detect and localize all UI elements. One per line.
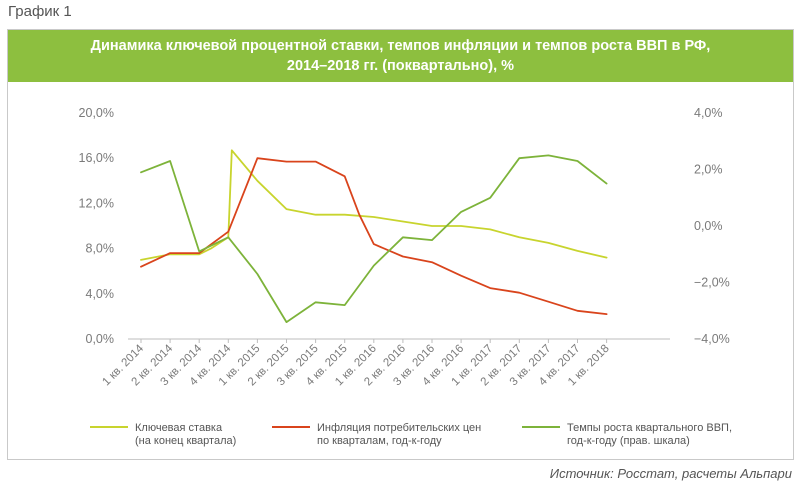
y-right-tick-label: −4,0%: [694, 332, 730, 346]
y-right-tick-label: 0,0%: [694, 219, 723, 233]
series-line-2: [140, 157, 608, 316]
y-right-tick-label: 2,0%: [694, 163, 723, 177]
y-left-tick-label: 16,0%: [79, 151, 114, 165]
legend-label: по кварталам, год-к-году: [317, 435, 442, 447]
chart-subtitle: 2014–2018 гг. (поквартально), %: [286, 58, 515, 74]
legend-label: Инфляция потребительских цен: [317, 422, 481, 434]
y-left-tick-label: 8,0%: [86, 242, 115, 256]
legend-label: Темпы роста квартального ВВП,: [567, 422, 732, 434]
y-left-tick-label: 20,0%: [79, 106, 114, 120]
y-right-tick-label: 4,0%: [694, 106, 723, 120]
chart-title: Динамика ключевой процентной ставки, тем…: [90, 38, 711, 54]
series-line-1: [140, 149, 608, 261]
y-left-tick-label: 4,0%: [86, 287, 115, 301]
y-right-tick-label: −2,0%: [694, 276, 730, 290]
chart-frame: Динамика ключевой процентной ставки, тем…: [7, 29, 794, 460]
source-note: Источник: Росстат, расчеты Альпари: [549, 466, 792, 481]
legend-label: Ключевая ставка: [135, 422, 223, 434]
legend-label: (на конец квартала): [135, 435, 236, 447]
series-line-3: [140, 154, 608, 324]
y-left-tick-label: 12,0%: [79, 196, 114, 210]
legend-label: год-к-году (прав. шкала): [567, 435, 690, 447]
y-left-tick-label: 0,0%: [86, 332, 115, 346]
figure-label: График 1: [8, 3, 72, 20]
chart-header: Динамика ключевой процентной ставки, тем…: [8, 30, 793, 82]
